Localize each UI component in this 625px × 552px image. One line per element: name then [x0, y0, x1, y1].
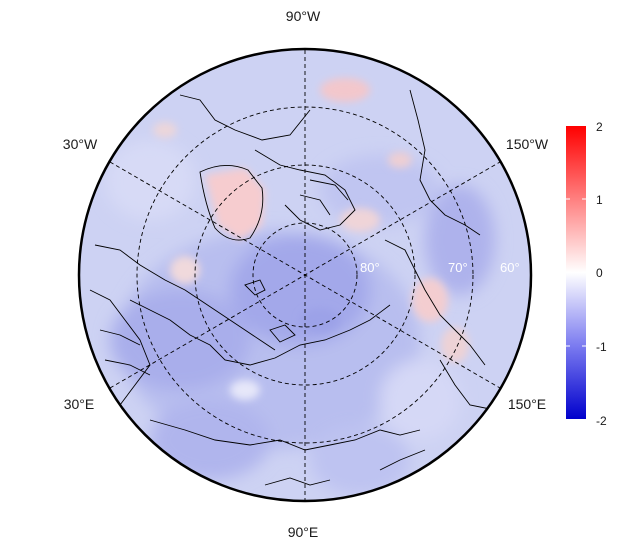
colorbar-tick-2: 2 [596, 120, 603, 134]
lon-label-150w: 150°W [506, 136, 549, 152]
lon-label-30e: 30°E [64, 396, 95, 412]
lon-label-90w: 90°W [286, 8, 321, 24]
map-boundary [77, 47, 533, 503]
colorbar-tick-neg2: -2 [596, 414, 607, 428]
anomaly-field [79, 49, 531, 501]
parallel-80 [252, 222, 358, 328]
colorbar-tick-1: 1 [596, 193, 603, 207]
lat-label-80: 80° [360, 260, 380, 275]
colorbar-tick-0: 0 [596, 266, 603, 280]
graticule [109, 50, 501, 500]
lon-label-90e: 90°E [288, 524, 319, 540]
colorbar-gradient [566, 126, 586, 419]
parallel-70 [194, 164, 416, 386]
meridian-30e-150w [109, 161, 501, 389]
lat-label-60: 60° [500, 260, 520, 275]
colorbar: 2 1 0 -1 -2 [566, 120, 607, 428]
lon-label-150e: 150°E [508, 396, 546, 412]
lon-label-30w: 30°W [63, 136, 98, 152]
lat-label-70: 70° [448, 260, 468, 275]
colorbar-tick-neg1: -1 [596, 340, 607, 354]
